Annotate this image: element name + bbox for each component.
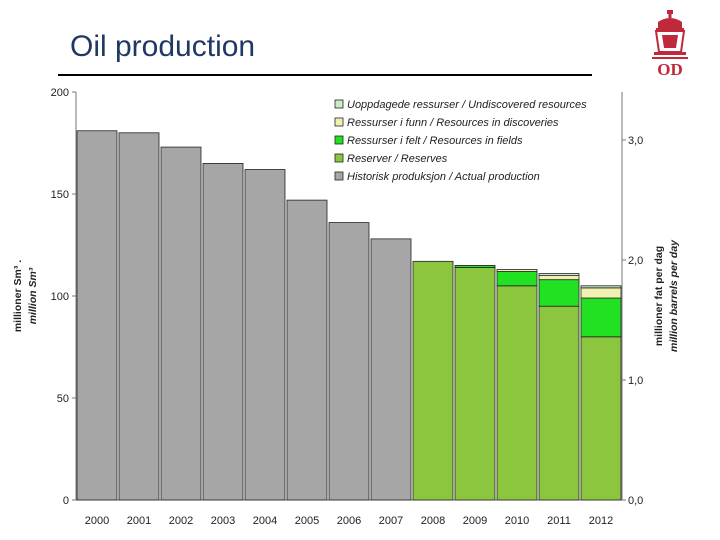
- x-tick-label: 2010: [505, 515, 529, 527]
- bar-resources_fields-2009: [454, 264, 496, 268]
- y-axis-ticks: 0 50 100 150 200: [51, 87, 76, 507]
- bar-reserves-2012: [580, 336, 622, 501]
- x-tick-label: 2003: [211, 515, 235, 527]
- bar-historical-2005: [286, 199, 328, 501]
- chart-legend: Uoppdagede ressurser / Undiscovered reso…: [334, 99, 587, 183]
- x-tick-label: 2006: [337, 515, 361, 527]
- slide-title: Oil production: [70, 30, 256, 63]
- bar-historical-2000: [76, 130, 118, 501]
- x-tick-label: 2008: [421, 515, 445, 527]
- legend-label-resources_fields: Ressurser i felt / Resources in fields: [347, 135, 523, 147]
- y2-tick-label: 2,0: [628, 255, 643, 267]
- legend-label-historical: Historisk produksjon / Actual production: [347, 171, 540, 183]
- legend-swatch-resources_discoveries: [334, 117, 344, 127]
- x-tick-label: 2007: [379, 515, 403, 527]
- y-axis-label-en: million Sm³: [27, 267, 39, 324]
- y2-axis-ticks: 0,0 1,0 2,0 3,0: [622, 135, 643, 507]
- legend-label-resources_discoveries: Ressurser i funn / Resources in discover…: [347, 117, 559, 129]
- x-tick-label: 2002: [169, 515, 193, 527]
- y-tick-label: 50: [57, 393, 69, 405]
- legend-swatch-historical: [334, 171, 344, 181]
- x-tick-label: 2011: [547, 515, 571, 527]
- x-tick-label: 2005: [295, 515, 319, 527]
- bar-historical-2003: [202, 162, 244, 501]
- x-tick-label: 2009: [463, 515, 487, 527]
- y-axis-label-no: millioner Sm³ .: [12, 260, 24, 332]
- bar-resources_fields-2010: [496, 271, 538, 287]
- bar-undiscovered-2011: [538, 273, 580, 276]
- bar-resources_discoveries-2011: [538, 275, 580, 281]
- legend-swatch-resources_fields: [334, 135, 344, 145]
- legend-swatch-undiscovered: [334, 99, 344, 109]
- legend-label-undiscovered: Uoppdagede ressurser / Undiscovered reso…: [347, 99, 587, 111]
- bar-resources_discoveries-2012: [580, 287, 622, 299]
- bar-resources_fields-2012: [580, 297, 622, 338]
- title-divider: [58, 74, 592, 76]
- y2-axis-label-no: millioner fat per dag: [653, 246, 665, 346]
- legend-label-reserves: Reserver / Reserves: [347, 153, 448, 165]
- bar-historical-2004: [244, 169, 286, 501]
- bar-resources_fields-2011: [538, 279, 580, 307]
- y-tick-label: 100: [51, 291, 69, 303]
- y-tick-label: 200: [51, 87, 69, 99]
- bar-undiscovered-2012: [580, 285, 622, 289]
- bars-group: [76, 130, 622, 501]
- bar-reserves-2008: [412, 260, 454, 501]
- bar-historical-2001: [118, 132, 160, 501]
- x-tick-label: 2004: [253, 515, 277, 527]
- bar-resources_discoveries-2010: [496, 269, 538, 272]
- y2-tick-label: 0,0: [628, 495, 643, 507]
- bar-reserves-2010: [496, 285, 538, 501]
- x-tick-label: 2012: [589, 515, 613, 527]
- bar-reserves-2009: [454, 267, 496, 501]
- x-tick-label: 2000: [85, 515, 109, 527]
- y-tick-label: 0: [63, 495, 69, 507]
- bar-historical-2002: [160, 146, 202, 501]
- y2-axis-label-en: million barrels per day: [668, 239, 680, 352]
- bar-historical-2006: [328, 222, 370, 501]
- logo-text: OD: [657, 60, 683, 78]
- od-logo: OD: [652, 10, 688, 78]
- x-axis-ticks: 2000 2001 2002 2003 2004 2005 2006 2007 2008 2009…: [85, 515, 613, 527]
- y2-tick-label: 3,0: [628, 135, 643, 147]
- legend-swatch-reserves: [334, 153, 344, 163]
- y-tick-label: 150: [51, 189, 69, 201]
- bar-reserves-2011: [538, 305, 580, 501]
- bar-historical-2007: [370, 238, 412, 501]
- y2-tick-label: 1,0: [628, 375, 643, 387]
- x-tick-label: 2001: [127, 515, 151, 527]
